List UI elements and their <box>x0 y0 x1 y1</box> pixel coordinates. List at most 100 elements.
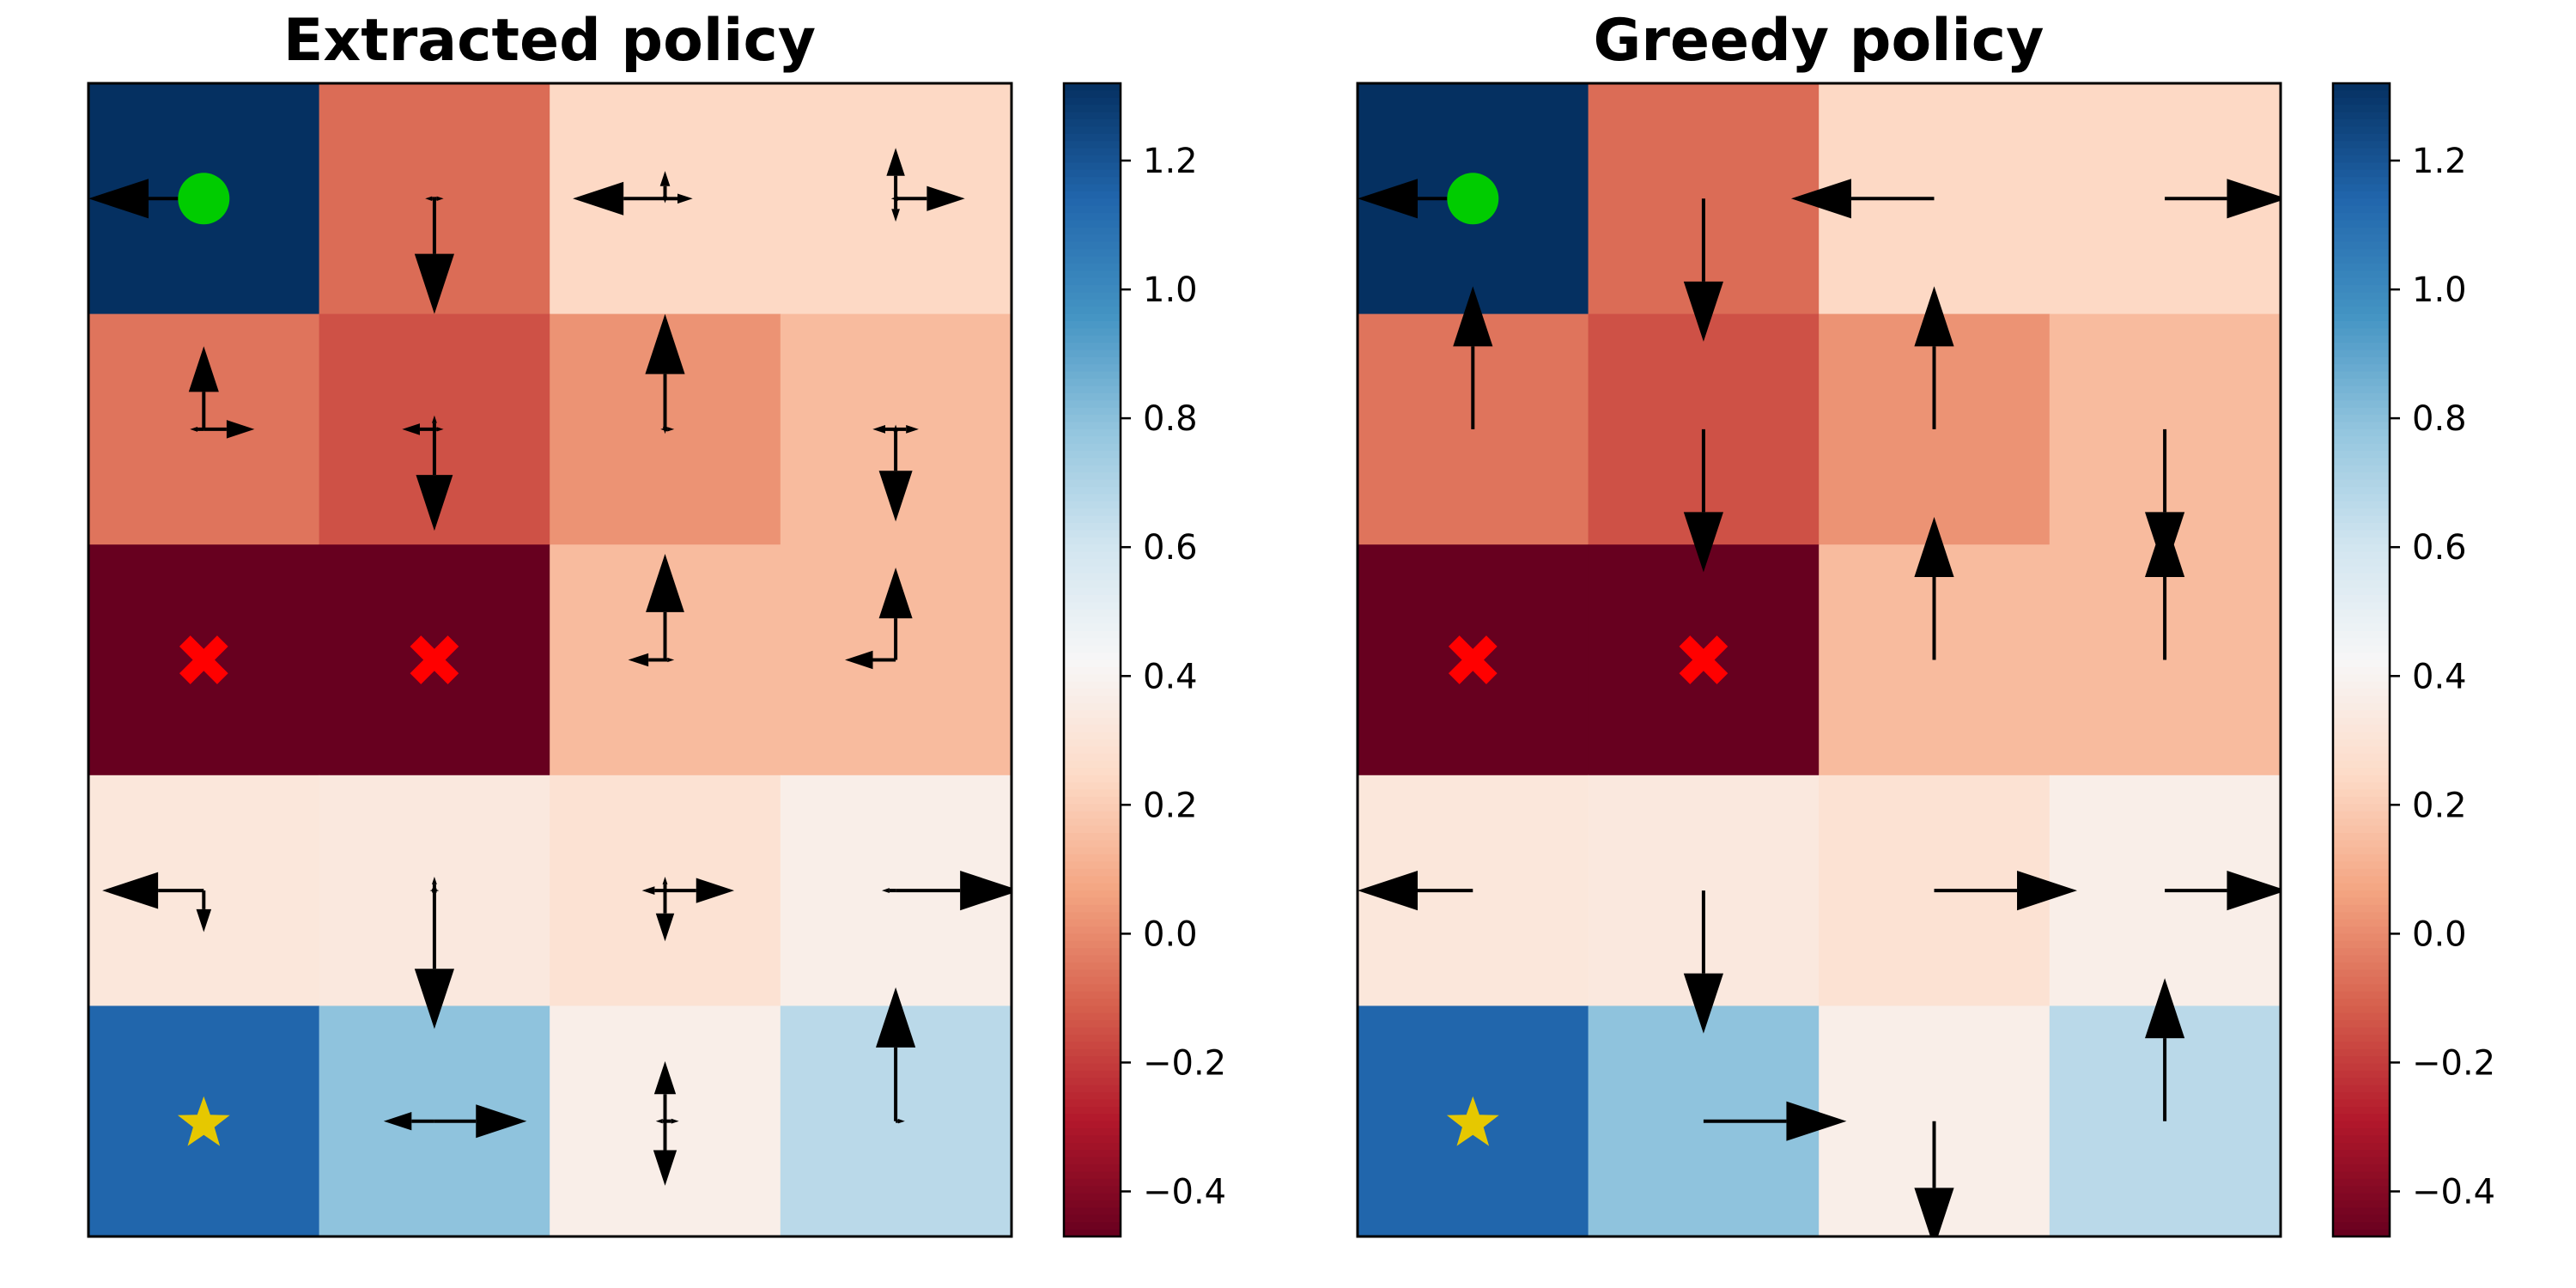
colorbar-tick-label: 0.6 <box>2412 528 2467 568</box>
colorbar-segment <box>2333 666 2390 675</box>
hazard-marker <box>1679 635 1728 684</box>
colorbar-segment <box>2333 573 2390 581</box>
colorbar-segment <box>1064 1034 1121 1042</box>
colorbar-segment <box>1064 356 1121 365</box>
colorbar-segment <box>2333 1121 2390 1129</box>
colorbar-segment <box>1064 1078 1121 1086</box>
colorbar-segment <box>1064 407 1121 416</box>
colorbar-segment <box>1064 422 1121 430</box>
colorbar-segment <box>1064 458 1121 466</box>
colorbar-segment <box>1064 602 1121 611</box>
colorbar-segment <box>1064 832 1121 841</box>
colorbar-segment <box>1064 689 1121 697</box>
arrow-down <box>662 196 668 204</box>
colorbar-segment <box>1064 738 1121 747</box>
colorbar-segment <box>1064 335 1121 343</box>
colorbar-segment <box>1064 1222 1121 1230</box>
colorbar-segment <box>1064 205 1121 214</box>
arrow-up <box>878 568 913 660</box>
colorbar-segment <box>2333 1214 2390 1223</box>
start-marker <box>178 173 230 225</box>
colorbar-segment <box>1064 1048 1121 1057</box>
colorbar-segment <box>2333 927 2390 935</box>
colorbar-segment <box>1064 710 1121 719</box>
colorbar-segment <box>2333 436 2390 445</box>
arrow-down <box>1683 198 1723 342</box>
colorbar-segment <box>1064 587 1121 596</box>
colorbar-segment <box>1064 371 1121 380</box>
panel-title: Extracted policy <box>283 7 816 75</box>
colorbar-segment <box>2333 537 2390 545</box>
colorbar-segment <box>2333 320 2390 329</box>
colorbar-segment <box>2333 1193 2390 1201</box>
colorbar-segment <box>1064 840 1121 848</box>
colorbar-segment <box>2333 415 2390 423</box>
colorbar-segment <box>1064 472 1121 481</box>
arrow-up <box>876 987 916 1121</box>
colorbar-segment <box>1064 400 1121 409</box>
colorbar-segment <box>2333 1200 2390 1209</box>
colorbar-segment <box>1064 1012 1121 1021</box>
colorbar-segment <box>1064 775 1121 783</box>
colorbar-segment <box>2333 551 2390 560</box>
colorbar-segment <box>1064 868 1121 877</box>
hazard-marker <box>179 635 228 684</box>
colorbar-segment <box>1064 717 1121 726</box>
colorbar-segment <box>2333 400 2390 409</box>
colorbar-segment <box>1064 919 1121 927</box>
colorbar-segment <box>2333 1114 2390 1122</box>
colorbar-segment <box>2333 458 2390 466</box>
colorbar-segment <box>1064 213 1121 222</box>
colorbar-segment <box>2333 653 2390 661</box>
colorbar-segment <box>1064 1070 1121 1078</box>
colorbar-segment <box>2333 868 2390 877</box>
colorbar-segment <box>2333 494 2390 502</box>
arrow-right <box>896 425 919 434</box>
colorbar-segment <box>1064 220 1121 228</box>
colorbar-segment <box>2333 659 2390 668</box>
colorbar-segment <box>2333 1070 2390 1078</box>
colorbar-tick-label: 0.2 <box>1143 786 1198 825</box>
arrow-down <box>662 427 668 434</box>
colorbar-segment <box>1064 386 1121 394</box>
colorbar-segment <box>2333 256 2390 264</box>
colorbar: −0.4 −0.2 0.0 0.2 0.4 0.6 0.8 1.0 1.2 <box>1062 82 1226 1238</box>
arrow-left <box>1358 871 1473 911</box>
colorbar-segment <box>2333 1042 2390 1050</box>
arrow-left <box>872 425 896 434</box>
colorbar-segment <box>1064 379 1121 387</box>
colorbar-segment <box>2333 343 2390 351</box>
colorbar-segment <box>2333 558 2390 567</box>
colorbar-segment <box>1064 963 1121 971</box>
colorbar-segment <box>1064 551 1121 560</box>
colorbar-segment <box>1064 270 1121 279</box>
colorbar-segment <box>1064 105 1121 113</box>
colorbar-tick-label: −0.2 <box>1143 1043 1226 1083</box>
colorbar-segment <box>1064 890 1121 899</box>
greedy-policy-panel: Greedy policy −0.4 −0.2 0.0 0.2 0.4 0.6 0.8 1.0… <box>1356 7 2495 1238</box>
arrow-up <box>431 415 437 429</box>
colorbar-segment <box>1064 307 1121 315</box>
colorbar-segment <box>2333 753 2390 762</box>
colorbar-segment <box>1064 1186 1121 1194</box>
extracted-policy-panel: Extracted policy −0.4 −0.2 0.0 0.2 0.4 0.6 0.8… <box>87 7 1226 1238</box>
colorbar-segment <box>1064 927 1121 935</box>
colorbar-segment <box>2333 969 2390 978</box>
colorbar-segment <box>2333 465 2390 473</box>
colorbar-segment <box>2333 386 2390 394</box>
arrow-up <box>188 346 219 429</box>
colorbar-segment <box>2333 594 2390 603</box>
colorbar-tick-label: 1.0 <box>2412 270 2467 310</box>
colorbar-segment <box>1064 501 1121 509</box>
colorbar-segment <box>1064 638 1121 647</box>
arrow-left <box>402 423 434 435</box>
colorbar-frame <box>2331 82 2391 1238</box>
colorbar-segment <box>1064 364 1121 373</box>
colorbar-segment <box>2333 623 2390 632</box>
colorbar-segment <box>2333 890 2390 899</box>
arrow-right <box>665 193 693 204</box>
colorbar-segment <box>2333 90 2390 99</box>
colorbar-segment <box>1064 508 1121 517</box>
colorbar-segment <box>1064 1200 1121 1209</box>
colorbar-segment <box>2333 1056 2390 1065</box>
